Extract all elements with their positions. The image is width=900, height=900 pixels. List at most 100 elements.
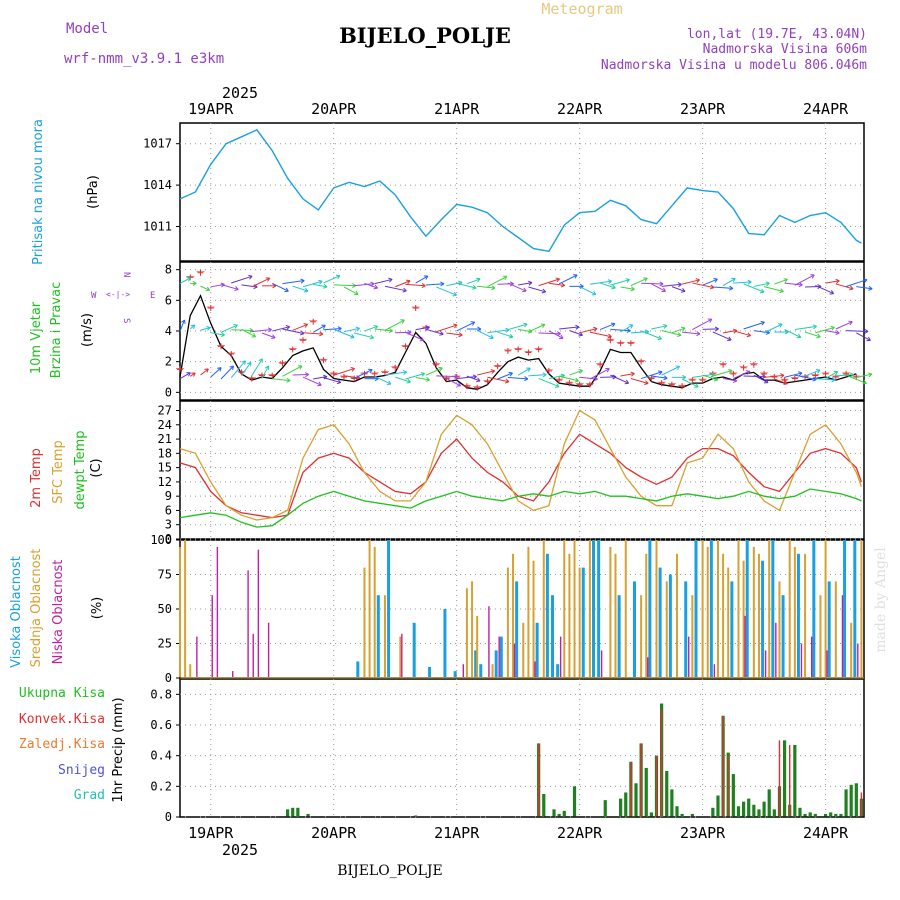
wind-direction-arrow-head [267,327,272,333]
wind-direction-arrow-head [233,324,238,329]
wind-direction-arrow [620,324,634,333]
wind-direction-arrow [682,331,701,335]
low-cloud-bar [826,650,828,677]
wind-gust-marker [371,370,378,377]
wind-direction-arrow-head [425,376,430,382]
wind-direction-arrow-head [220,282,225,288]
wind-gust-marker [648,375,655,382]
wind-direction-arrow-head [868,285,873,291]
wind-direction-arrow-head [241,360,246,365]
total-precip-bar [634,783,638,817]
wind-direction-arrow-head [470,321,476,326]
high-cloud-bar [387,540,391,677]
high-cloud-bar [771,540,775,677]
wind-direction-arrow [712,370,733,377]
wind-gust-marker [177,366,183,373]
wind-direction-arrow [630,378,649,384]
wind-direction-arrow-head [368,368,373,374]
wind-gust-marker [627,340,634,347]
wind-direction-arrow [272,326,290,332]
wind-direction-arrow [692,318,713,330]
wind-direction-arrow-head [251,333,257,338]
precip-ytick-label: 0.4 [150,749,172,763]
total-precip-bar [839,813,843,817]
wind-title-line2: Brzina i Pravac [49,282,64,379]
wind-gust-marker [638,358,645,365]
high-cloud-bar [761,560,765,677]
wind-gust-marker [494,363,501,370]
wind-direction-arrow [835,374,854,377]
wind-direction-arrow-head [798,371,803,377]
wind-direction-arrow-head [321,324,326,330]
total-precip-bar [644,767,648,817]
pressure-ytick-label: 1014 [143,178,172,192]
wind-gust-marker [433,361,440,368]
mid-cloud-bar [737,540,740,677]
wind-direction-arrow [661,330,682,336]
wind-direction-arrow [272,282,289,292]
convective-precip-bar [630,761,632,817]
low-cloud-bar [800,643,803,677]
wind-direction-arrow [374,328,393,332]
wind-direction-arrow [405,331,424,341]
total-precip-bar [675,806,679,817]
mid-cloud-bar [383,595,386,677]
wind-direction-arrow-head [504,378,510,384]
precip-legend-hail: Grad [74,788,105,803]
temperature-ytick-label: 3 [165,518,172,532]
x-tick-label-bottom: 20APR [311,824,357,842]
wind-direction-arrow [599,282,616,289]
wind-direction-arrow [179,319,185,332]
wind-direction-arrow [282,365,303,377]
wind-direction-arrow [722,278,736,286]
wind-direction-arrow [466,375,481,382]
wind-direction-arrow [599,323,616,331]
wind-direction-arrow-head [192,280,197,286]
wind-gust-marker [699,377,706,384]
wind-gust-marker [228,351,235,357]
total-precip-bar [557,813,561,817]
wind-direction-arrow-head [783,278,788,283]
wind-direction-arrow [784,372,803,378]
wind-direction-arrow-head [663,375,668,381]
convective-precip-bar [660,709,663,817]
wind-direction-arrow [302,332,323,335]
wind-ytick-label: 2 [165,355,172,369]
wind-direction-arrow-head [625,278,630,283]
wind-direction-arrow [251,358,263,377]
wind-direction-arrow [743,375,766,378]
mid-cloud-bar [568,553,571,677]
wind-direction-arrow-head [303,323,308,328]
precip-ytick-label: 0.6 [150,718,172,732]
wind-direction-arrow [641,282,664,285]
mid-cloud-bar [824,540,827,677]
wind-direction-arrow-head [205,286,211,292]
wind-direction-arrow-head [810,274,815,279]
compass-west: W [91,291,97,301]
wind-direction-arrow-head [849,372,855,378]
mid-cloud-bar [727,567,730,677]
wind-direction-arrow [856,332,871,341]
wind-direction-arrow [415,275,429,284]
wind-direction-arrow-head [796,333,802,339]
low-cloud-bar [257,549,260,677]
high-cloud-bar [535,622,539,677]
wind-direction-arrow [856,286,873,290]
wind-direction-arrow [487,376,510,383]
wind-direction-arrow-head [830,325,835,331]
total-precip-bar [782,740,787,817]
wind-direction-arrow [241,328,256,338]
wind-direction-arrow [476,329,494,339]
wind-direction-arrow [538,278,560,287]
wind-direction-arrow [589,368,610,380]
mid-cloud-bar [399,636,402,677]
total-precip-bar [291,807,295,817]
wind-direction-arrow-head [675,365,681,370]
wind-direction-arrow [835,321,853,330]
wind-direction-arrow-head [833,370,839,376]
wind-direction-arrow-head [350,367,356,372]
wind-direction-arrow [507,282,527,292]
wind-direction-arrow [220,284,239,290]
cloud-ytick-label: 100 [150,533,172,547]
total-precip-bar [649,812,653,817]
